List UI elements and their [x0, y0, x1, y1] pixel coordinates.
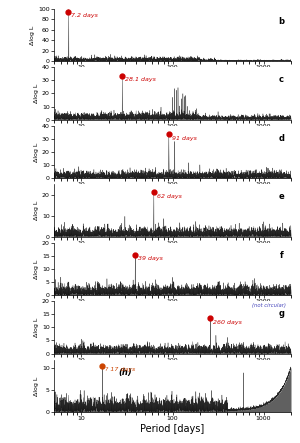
Text: f: f [280, 251, 284, 260]
Y-axis label: Δlog L: Δlog L [34, 259, 39, 279]
Y-axis label: Δlog L: Δlog L [34, 376, 39, 396]
Text: 91 days: 91 days [172, 136, 197, 140]
Text: g: g [278, 309, 284, 318]
Text: c: c [279, 75, 284, 84]
Y-axis label: Δlog L: Δlog L [30, 25, 35, 45]
Text: 62 days: 62 days [157, 194, 181, 199]
Text: 28.1 days: 28.1 days [125, 77, 156, 82]
Text: b: b [278, 17, 284, 26]
Y-axis label: Δlog L: Δlog L [34, 84, 39, 103]
Text: d: d [278, 134, 284, 143]
Text: ? 17 days: ? 17 days [106, 368, 136, 373]
Text: 39 days: 39 days [138, 256, 163, 261]
Text: 260 days: 260 days [213, 319, 242, 325]
Text: (h): (h) [118, 368, 132, 377]
Text: (not circular): (not circular) [252, 303, 286, 308]
Y-axis label: Δlog L: Δlog L [34, 142, 39, 162]
Y-axis label: Δlog L: Δlog L [34, 318, 39, 337]
X-axis label: Period [days]: Period [days] [140, 424, 205, 434]
Y-axis label: Δlog L: Δlog L [34, 201, 39, 220]
Text: 7.2 days: 7.2 days [71, 13, 98, 19]
Text: e: e [279, 192, 284, 201]
